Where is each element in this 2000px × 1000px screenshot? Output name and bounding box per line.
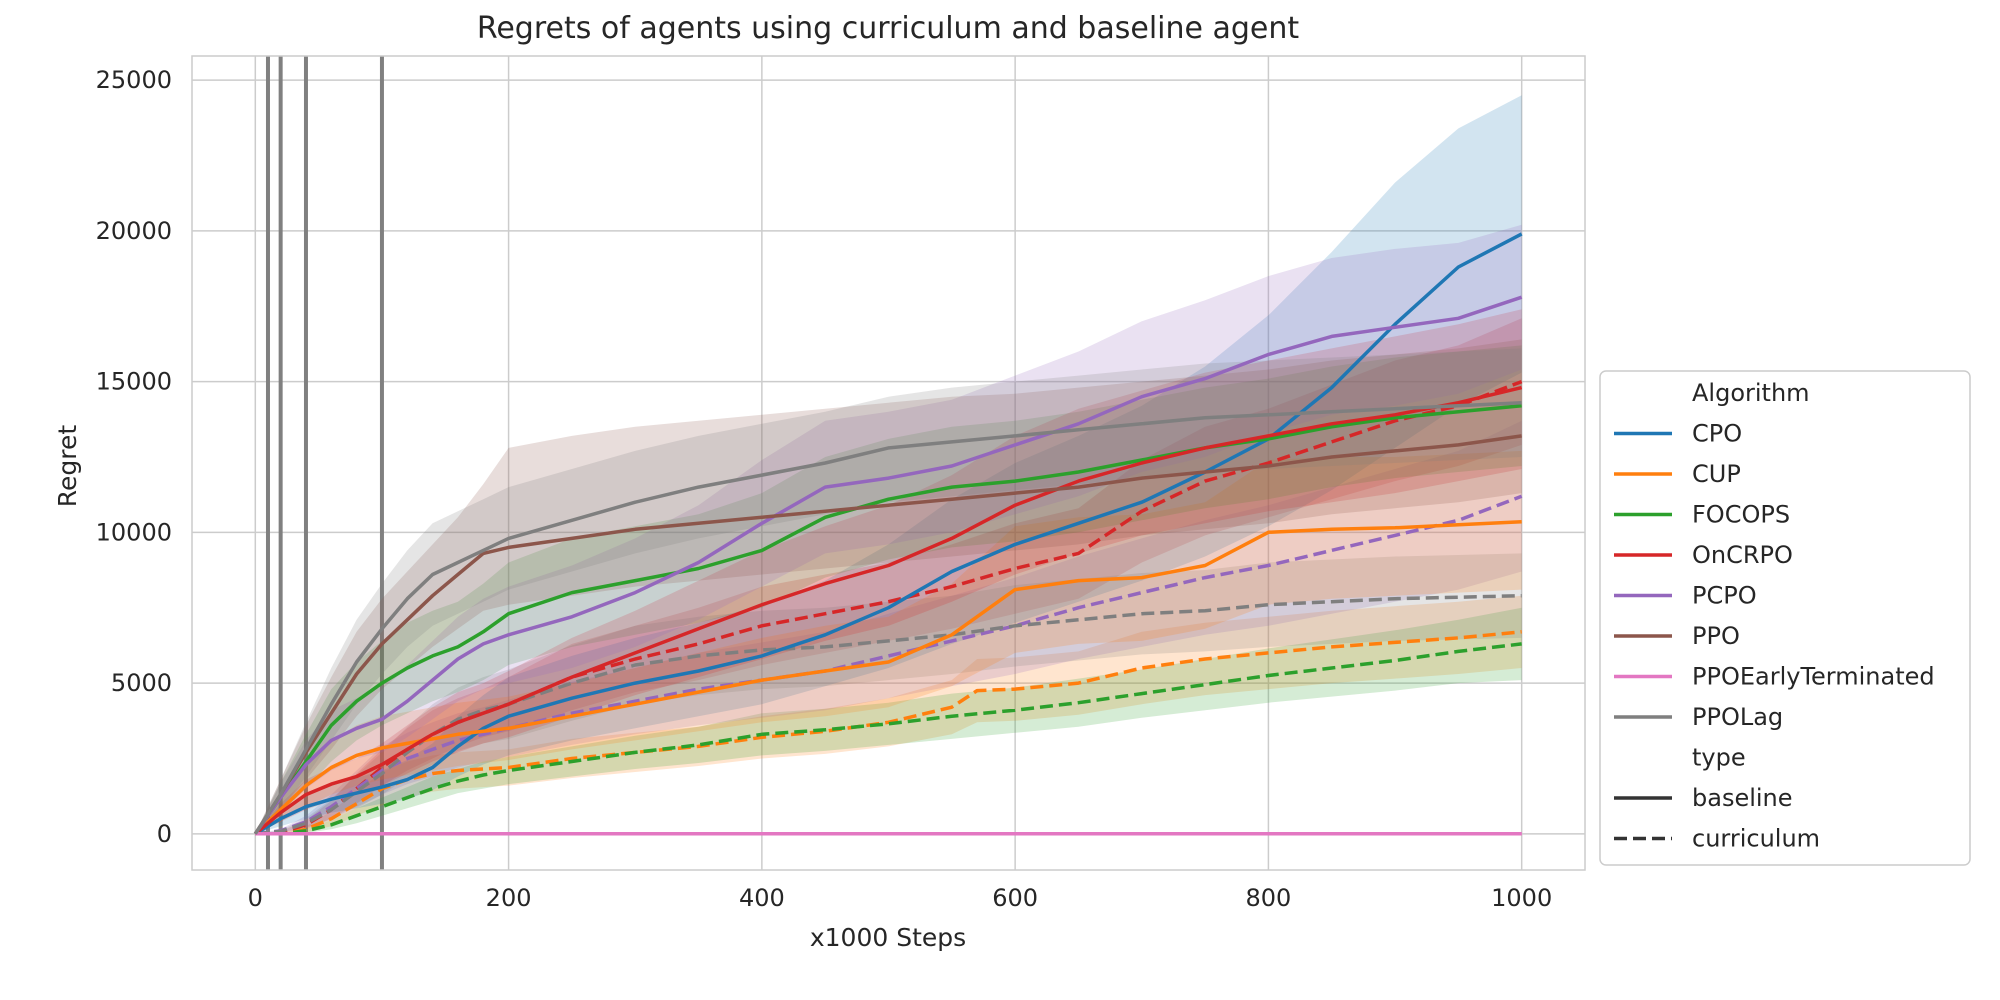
tick-labels: 0 200 400 600 800 100005000100001500020000250… xyxy=(96,66,1553,912)
focops-baseline-line xyxy=(253,403,1522,835)
pcpo-curriculum-line xyxy=(255,494,1523,836)
chart-title: Regrets of agents using curriculum and b… xyxy=(477,11,1300,46)
x-tick-label: 1000 xyxy=(1491,884,1552,912)
plot-frame xyxy=(191,55,1586,871)
ppolag-baseline-line xyxy=(253,400,1522,835)
legend-entry-ppo: PPO xyxy=(1692,622,1740,650)
legend-entry-ppolag: PPOLag xyxy=(1692,703,1783,731)
legend-entry-baseline: baseline xyxy=(1692,784,1793,812)
legend-entry-oncrpo: OnCRPO xyxy=(1692,541,1793,569)
legend-entry-curriculum: curriculum xyxy=(1692,825,1820,853)
y-tick-label: 10000 xyxy=(96,518,172,546)
y-axis-label: Regret xyxy=(53,425,82,508)
x-tick-label: 600 xyxy=(992,884,1038,912)
series-lines xyxy=(253,232,1523,836)
legend-title-type: type xyxy=(1692,744,1746,772)
pcpo-baseline-line xyxy=(253,295,1523,835)
ppo-baseline-line xyxy=(253,434,1522,835)
cup-baseline-line xyxy=(254,520,1522,836)
ppolag-curriculum-band xyxy=(255,553,1522,834)
focops-baseline-band xyxy=(255,345,1522,834)
cup-curriculum-band xyxy=(255,595,1522,834)
y-tick-label: 15000 xyxy=(96,368,172,396)
x-tick-label: 800 xyxy=(1246,884,1292,912)
legend-title-algorithm: Algorithm xyxy=(1692,379,1810,407)
oncrpo-baseline-band xyxy=(255,309,1522,834)
legend-entry-cup: CUP xyxy=(1692,460,1741,488)
legend: Algorithm CPO CUP FOCOPS OnCRPO PCPO PPO PPOEar… xyxy=(1599,370,1971,866)
ppolag-baseline-band xyxy=(255,348,1522,834)
cpo-baseline-line xyxy=(254,232,1523,836)
ppolag-curriculum-line xyxy=(255,593,1522,836)
x-tick-label: 0 xyxy=(248,884,263,912)
y-tick-label: 5000 xyxy=(111,669,172,697)
legend-entry-pcpo: PCPO xyxy=(1692,582,1757,610)
legend-entry-focops: FOCOPS xyxy=(1692,501,1790,529)
ppo-baseline-band xyxy=(255,339,1522,834)
oncrpo-baseline-line xyxy=(254,385,1523,836)
x-tick-label: 400 xyxy=(739,884,785,912)
x-axis-label: x1000 Steps xyxy=(810,923,966,952)
legend-box xyxy=(1599,370,1971,866)
cup-curriculum-line xyxy=(255,630,1522,836)
legend-entry-cpo: CPO xyxy=(1692,420,1742,448)
legend-entry-ppoearlyterminated: PPOEarlyTerminated xyxy=(1692,663,1935,691)
pcpo-curriculum-band xyxy=(255,420,1522,834)
vertical-markers xyxy=(265,56,384,870)
x-tick-label: 200 xyxy=(486,884,532,912)
focops-curriculum-line xyxy=(255,642,1522,836)
y-tick-label: 0 xyxy=(157,820,172,848)
y-tick-label: 20000 xyxy=(96,217,172,245)
y-tick-label: 25000 xyxy=(96,66,172,94)
